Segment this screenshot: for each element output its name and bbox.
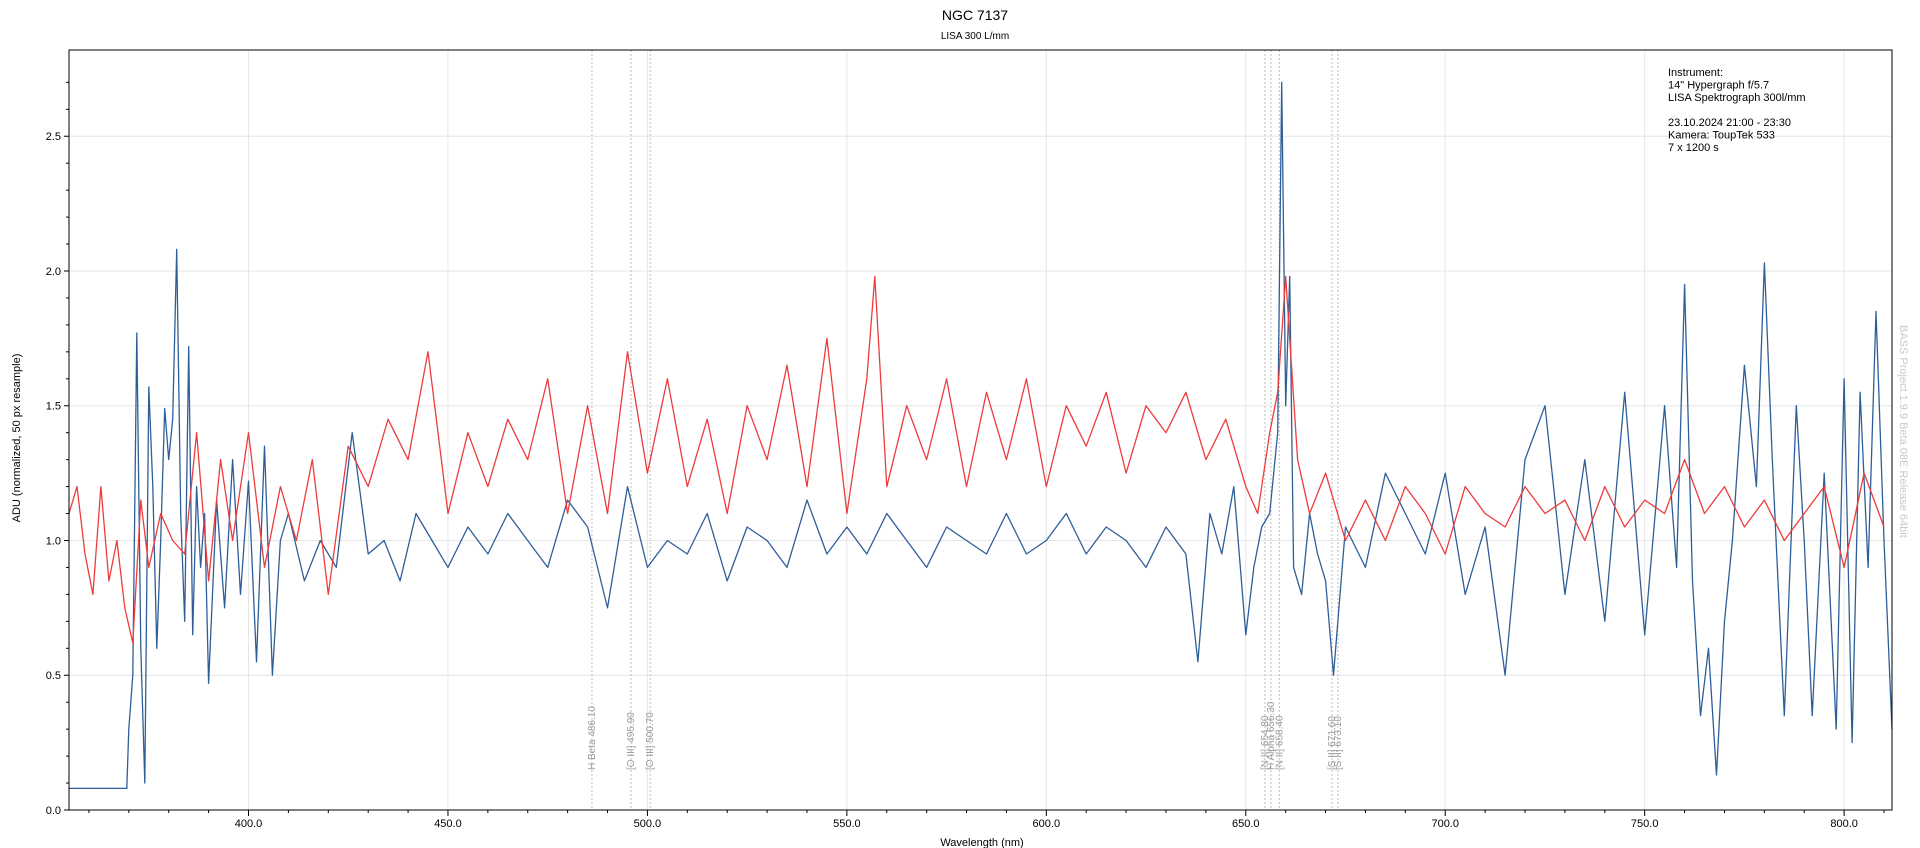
y-tick-label: 1.0 xyxy=(46,535,61,547)
software-watermark: BASS Project 1.9.9 Beta 08E Release 64bi… xyxy=(1897,325,1909,538)
x-axis-label: Wavelength (nm) xyxy=(940,837,1023,848)
y-tick-label: 0.5 xyxy=(46,670,61,682)
x-tick-label: 550.0 xyxy=(833,818,861,830)
emission-line-label: [N II] 658.40 xyxy=(1274,715,1285,770)
emission-line-label: H Alpha 656.30 xyxy=(1266,701,1277,770)
axes: 400.0 450.0 500.0 550.0 600.0 650.0 700.0 750.0… xyxy=(46,81,1885,830)
plot-frame xyxy=(68,49,1893,811)
y-tick-label: 2.5 xyxy=(46,131,61,143)
x-tick-label: 650.0 xyxy=(1232,818,1260,830)
emission-line-label: [O III] 495.90 xyxy=(626,712,637,770)
y-tick-label: 1.5 xyxy=(46,401,61,413)
emission-line-label: [S II] 673.10 xyxy=(1333,716,1344,770)
info-box-line: 7 x 1200 s xyxy=(1668,142,1719,154)
y-tick-label: 0.0 xyxy=(46,805,61,817)
emission-line-label: [S II] 671.60 xyxy=(1327,716,1338,770)
series-lines xyxy=(68,81,1893,790)
x-tick-label: 700.0 xyxy=(1431,818,1459,830)
series-line-blue xyxy=(69,81,1893,790)
x-tick-label: 800.0 xyxy=(1830,818,1858,830)
info-box-line: LISA Spektrograph 300l/mm xyxy=(1668,92,1806,104)
chart-subtitle: LISA 300 L/mm xyxy=(941,31,1009,42)
x-tick-label: 750.0 xyxy=(1631,818,1659,830)
info-box-line: 14" Hypergraph f/5.7 xyxy=(1668,80,1769,92)
series-line-red xyxy=(68,275,1885,644)
x-tick-label: 600.0 xyxy=(1033,818,1061,830)
emission-line-markers: H Beta 486.10 [O III] 495.90 [O III] 500.7… xyxy=(587,50,1344,810)
y-tick-label: 2.0 xyxy=(46,266,61,278)
x-tick-label: 450.0 xyxy=(434,818,462,830)
info-box-line: Kamera: ToupTek 533 xyxy=(1668,130,1775,142)
emission-line-label: [N II] 654.80 xyxy=(1260,715,1271,770)
x-tick-label: 400.0 xyxy=(235,818,263,830)
y-axis-label: ADU (normalized, 50 px resample) xyxy=(11,354,23,523)
x-tick-label: 500.0 xyxy=(634,818,662,830)
chart-title: NGC 7137 xyxy=(942,7,1008,23)
emission-line-label: H Beta 486.10 xyxy=(587,706,598,770)
info-box-line: 23.10.2024 21:00 - 23:30 xyxy=(1668,117,1791,129)
emission-line-label: [O III] 500.70 xyxy=(645,712,656,770)
info-box-line: Instrument: xyxy=(1668,67,1723,79)
